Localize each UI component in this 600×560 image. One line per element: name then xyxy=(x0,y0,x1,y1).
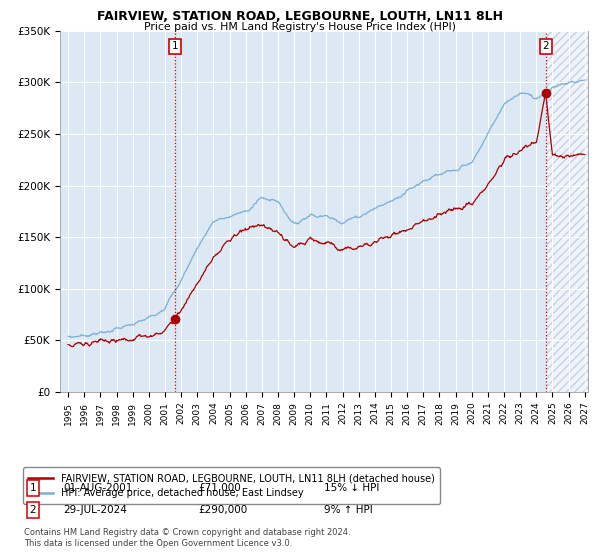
Text: 29-JUL-2024: 29-JUL-2024 xyxy=(63,505,127,515)
Text: £71,000: £71,000 xyxy=(198,483,241,493)
Text: 15% ↓ HPI: 15% ↓ HPI xyxy=(324,483,379,493)
Text: Price paid vs. HM Land Registry's House Price Index (HPI): Price paid vs. HM Land Registry's House … xyxy=(144,22,456,32)
Legend: FAIRVIEW, STATION ROAD, LEGBOURNE, LOUTH, LN11 8LH (detached house), HPI: Averag: FAIRVIEW, STATION ROAD, LEGBOURNE, LOUTH… xyxy=(23,467,440,504)
Text: 1: 1 xyxy=(29,483,37,493)
Text: 1: 1 xyxy=(172,41,178,52)
Text: 01-AUG-2001: 01-AUG-2001 xyxy=(63,483,133,493)
Text: 9% ↑ HPI: 9% ↑ HPI xyxy=(324,505,373,515)
Text: FAIRVIEW, STATION ROAD, LEGBOURNE, LOUTH, LN11 8LH: FAIRVIEW, STATION ROAD, LEGBOURNE, LOUTH… xyxy=(97,10,503,23)
Bar xyxy=(545,31,588,392)
Text: 2: 2 xyxy=(29,505,37,515)
Text: Contains HM Land Registry data © Crown copyright and database right 2024.
This d: Contains HM Land Registry data © Crown c… xyxy=(24,528,350,548)
Text: £290,000: £290,000 xyxy=(198,505,247,515)
Text: 2: 2 xyxy=(542,41,549,52)
